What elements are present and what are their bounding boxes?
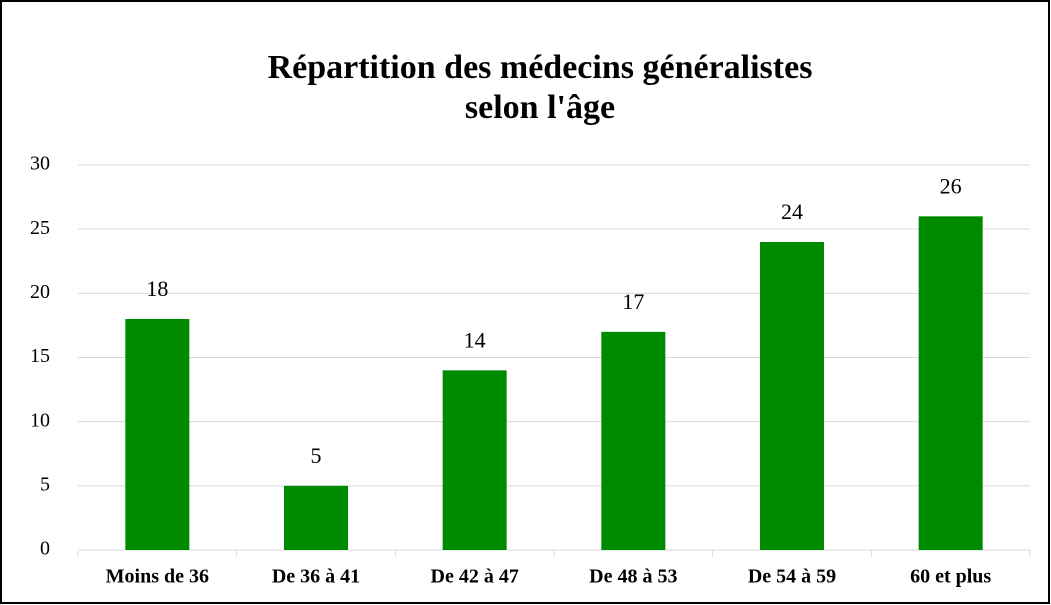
x-tick-label: De 42 à 47 bbox=[431, 566, 519, 588]
data-label: 17 bbox=[622, 289, 644, 314]
bar bbox=[918, 216, 983, 551]
x-tick-label: Moins de 36 bbox=[106, 566, 209, 588]
data-label: 26 bbox=[940, 173, 962, 198]
bar bbox=[601, 331, 666, 550]
x-tick-label: De 36 à 41 bbox=[272, 566, 360, 588]
y-tick-label: 25 bbox=[30, 217, 50, 239]
y-tick-label: 0 bbox=[40, 538, 50, 560]
data-label: 18 bbox=[146, 276, 168, 301]
data-label: 24 bbox=[781, 199, 803, 224]
x-tick-label: De 48 à 53 bbox=[589, 566, 677, 588]
bar bbox=[125, 319, 190, 550]
bar bbox=[760, 242, 824, 550]
y-tick-label: 30 bbox=[30, 153, 50, 175]
chart-title: Répartition des médecins généralistes bbox=[268, 49, 813, 86]
data-label: 14 bbox=[464, 327, 486, 352]
y-tick-label: 10 bbox=[30, 409, 50, 431]
bar bbox=[442, 370, 507, 550]
bar bbox=[284, 485, 348, 550]
y-tick-label: 20 bbox=[30, 281, 50, 303]
data-label: 5 bbox=[311, 443, 322, 468]
x-tick-label: De 54 à 59 bbox=[748, 566, 836, 588]
y-tick-label: 15 bbox=[30, 345, 50, 367]
x-tick-label: 60 et plus bbox=[910, 566, 991, 588]
chart-title: selon l'âge bbox=[465, 89, 615, 126]
y-tick-label: 5 bbox=[40, 473, 50, 495]
